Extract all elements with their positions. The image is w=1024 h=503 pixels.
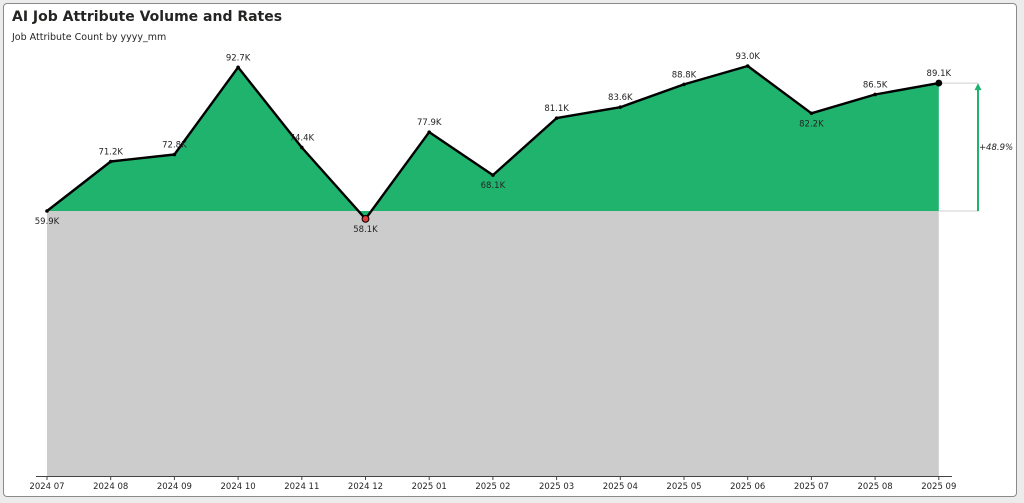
data-label: 77.9K [417, 118, 442, 128]
data-label: 72.8K [162, 140, 187, 150]
data-label: 58.1K [353, 225, 378, 235]
data-point [554, 116, 559, 120]
growth-arrow-head [974, 83, 982, 91]
data-point [236, 65, 240, 70]
data-point [745, 64, 750, 68]
data-point [45, 209, 49, 213]
data-point [361, 214, 370, 223]
data-label: 93.0K [735, 52, 760, 62]
data-point [108, 159, 113, 164]
data-point [172, 152, 177, 157]
x-tick-label: 2025 02 [475, 482, 510, 492]
data-point [300, 145, 304, 150]
x-tick-label: 2024 12 [348, 482, 383, 492]
data-point [682, 82, 686, 87]
plot-area: 59.9K 71.2K 72.8K 92.7K 74.4K 58.1K 77.9K 68.1K… [29, 52, 1013, 492]
x-tick-label: 2024 08 [93, 482, 128, 492]
data-label: 71.2K [98, 147, 123, 157]
above-baseline-area [47, 66, 939, 219]
x-tick-label: 2024 10 [221, 482, 256, 492]
data-point [427, 130, 432, 134]
x-tick-label: 2025 06 [730, 482, 765, 492]
data-label: 89.1K [927, 69, 952, 79]
data-label: 68.1K [481, 181, 506, 191]
growth-label: +48.9% [979, 143, 1013, 153]
data-point [935, 79, 943, 87]
chart-subtitle: Job Attribute Count by yyyy_mm [12, 32, 167, 43]
data-label: 86.5K [863, 80, 888, 90]
data-point [809, 111, 814, 116]
data-label: 82.2K [799, 119, 824, 129]
x-tick-label: 2025 03 [539, 482, 574, 492]
data-point [618, 105, 623, 109]
x-tick-label: 2025 07 [794, 482, 829, 492]
data-label: 59.9K [35, 217, 60, 227]
data-label: 81.1K [544, 104, 569, 114]
x-tick-label: 2025 09 [921, 482, 956, 492]
x-tick-label: 2025 04 [603, 482, 638, 492]
data-point [491, 173, 495, 177]
data-point [873, 92, 877, 97]
x-tick-label: 2025 08 [858, 482, 893, 492]
data-label: 92.7K [226, 53, 251, 63]
data-label: 88.8K [672, 70, 697, 80]
x-tick-label: 2024 11 [284, 482, 319, 492]
x-tick-label: 2024 07 [29, 482, 64, 492]
x-tick-label: 2025 05 [666, 482, 701, 492]
data-label: 74.4K [290, 133, 315, 143]
x-tick-label: 2024 09 [157, 482, 192, 492]
below-baseline-area [47, 211, 939, 476]
chart-title: AI Job Attribute Volume and Rates [12, 9, 283, 25]
data-label: 83.6K [608, 93, 633, 103]
x-tick-label: 2025 01 [412, 482, 447, 492]
